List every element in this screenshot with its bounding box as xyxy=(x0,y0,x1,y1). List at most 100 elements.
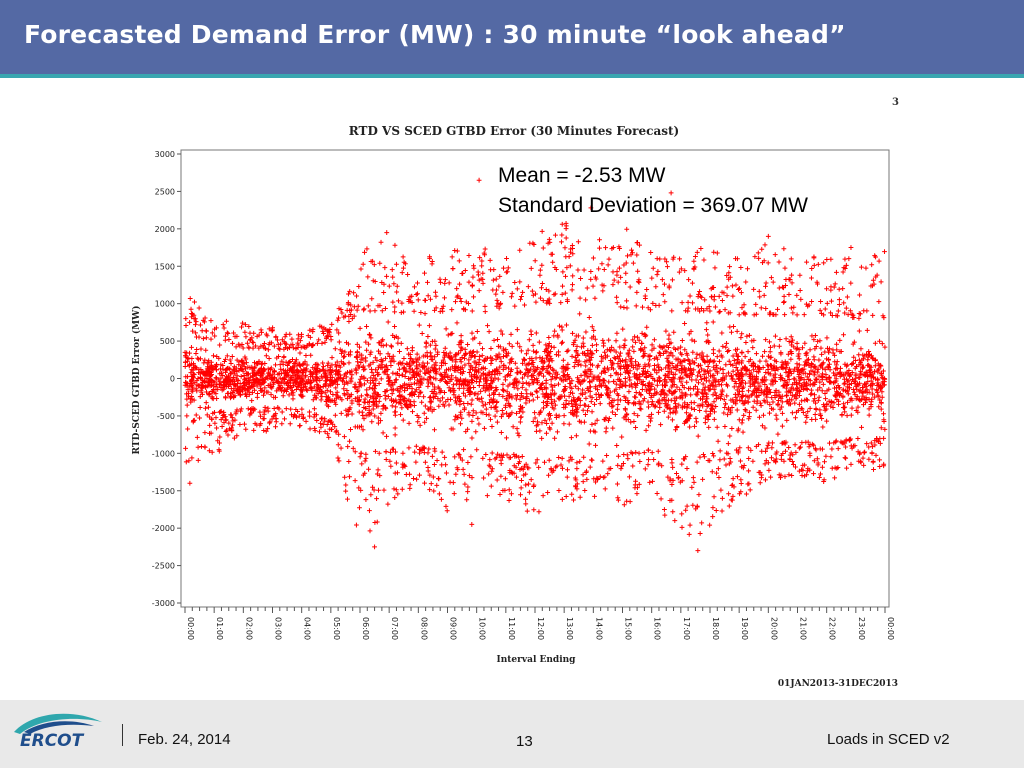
scatter-point xyxy=(587,464,593,470)
scatter-point xyxy=(362,249,367,255)
scatter-point xyxy=(506,365,511,371)
scatter-point xyxy=(229,354,235,359)
scatter-point xyxy=(822,367,828,373)
scatter-point xyxy=(863,395,869,400)
scatter-point xyxy=(476,288,482,294)
scatter-point xyxy=(486,329,492,335)
scatter-point xyxy=(793,450,799,455)
scatter-point xyxy=(768,474,774,480)
scatter-point xyxy=(759,246,765,252)
scatter-point xyxy=(270,327,275,333)
scatter-point xyxy=(559,291,565,297)
scatter-point xyxy=(670,417,675,423)
scatter-point xyxy=(299,411,305,417)
scatter-point xyxy=(637,374,643,380)
scatter-point xyxy=(738,481,744,486)
scatter-point xyxy=(824,388,830,394)
scatter-point xyxy=(724,393,730,399)
scatter-point xyxy=(219,387,225,393)
scatter-point xyxy=(401,356,407,361)
scatter-point xyxy=(520,375,525,381)
scatter-point xyxy=(652,391,658,396)
scatter-point xyxy=(437,276,443,282)
scatter-point xyxy=(299,406,305,412)
scatter-point xyxy=(186,383,192,389)
scatter-point xyxy=(258,327,264,333)
scatter-point xyxy=(259,330,264,335)
scatter-point xyxy=(683,308,689,314)
scatter-point xyxy=(627,284,633,290)
scatter-point xyxy=(382,393,388,398)
scatter-point xyxy=(522,357,527,362)
scatter-point xyxy=(517,369,523,375)
scatter-point xyxy=(542,417,548,423)
scatter-point xyxy=(378,410,384,416)
scatter-point xyxy=(748,448,754,453)
scatter-point xyxy=(716,293,722,299)
scatter-point xyxy=(851,315,857,320)
scatter-point xyxy=(307,426,313,432)
scatter-point xyxy=(614,269,620,275)
scatter-point xyxy=(779,423,785,429)
scatter-point xyxy=(532,415,538,421)
scatter-point xyxy=(373,394,379,400)
scatter-point xyxy=(467,473,472,479)
scatter-point xyxy=(669,361,675,366)
scatter-point xyxy=(746,468,751,474)
scatter-point xyxy=(762,349,767,355)
scatter-point xyxy=(575,239,581,245)
scatter-point xyxy=(602,486,608,492)
scatter-point xyxy=(699,355,705,361)
scatter-point xyxy=(534,376,540,382)
scatter-point xyxy=(758,305,764,311)
x-tick-label: 21:00 xyxy=(799,617,808,640)
scatter-point xyxy=(318,397,324,403)
scatter-point xyxy=(792,442,798,448)
scatter-point xyxy=(372,355,378,361)
scatter-point xyxy=(447,350,453,356)
scatter-point xyxy=(855,449,861,455)
scatter-point xyxy=(706,424,712,430)
scatter-point xyxy=(276,345,282,351)
scatter-point xyxy=(809,299,814,304)
scatter-point xyxy=(684,503,690,509)
scatter-point xyxy=(621,452,627,457)
scatter-point xyxy=(735,448,741,454)
scatter-point xyxy=(834,269,839,275)
scatter-point xyxy=(471,349,476,354)
scatter-point xyxy=(442,345,448,351)
scatter-point xyxy=(412,449,418,455)
scatter-point xyxy=(399,300,405,306)
scatter-point xyxy=(390,370,396,376)
scatter-point xyxy=(449,307,455,313)
scatter-point xyxy=(363,358,369,364)
scatter-point xyxy=(546,472,551,478)
scatter-point xyxy=(410,367,415,373)
scatter-point xyxy=(735,428,741,434)
scatter-point xyxy=(724,273,730,278)
scatter-point xyxy=(243,334,249,340)
scatter-point xyxy=(377,351,383,357)
scatter-point xyxy=(317,429,322,435)
scatter-point xyxy=(231,330,236,336)
scatter-point xyxy=(739,349,745,355)
scatter-point xyxy=(398,340,404,346)
scatter-point xyxy=(627,474,632,480)
scatter-point xyxy=(620,326,626,332)
scatter-point xyxy=(303,353,309,358)
scatter-point xyxy=(856,328,862,334)
scatter-point xyxy=(334,327,340,333)
scatter-point xyxy=(674,471,679,476)
scatter-point xyxy=(548,377,554,383)
scatter-point xyxy=(378,376,384,382)
scatter-point xyxy=(626,374,632,380)
scatter-point xyxy=(809,275,814,281)
scatter-point xyxy=(756,393,762,398)
scatter-point xyxy=(881,368,886,374)
scatter-point xyxy=(299,334,304,340)
scatter-point xyxy=(377,260,383,266)
scatter-point xyxy=(614,330,620,336)
scatter-point xyxy=(690,300,695,306)
scatter-point xyxy=(280,362,286,367)
scatter-point xyxy=(354,341,360,347)
